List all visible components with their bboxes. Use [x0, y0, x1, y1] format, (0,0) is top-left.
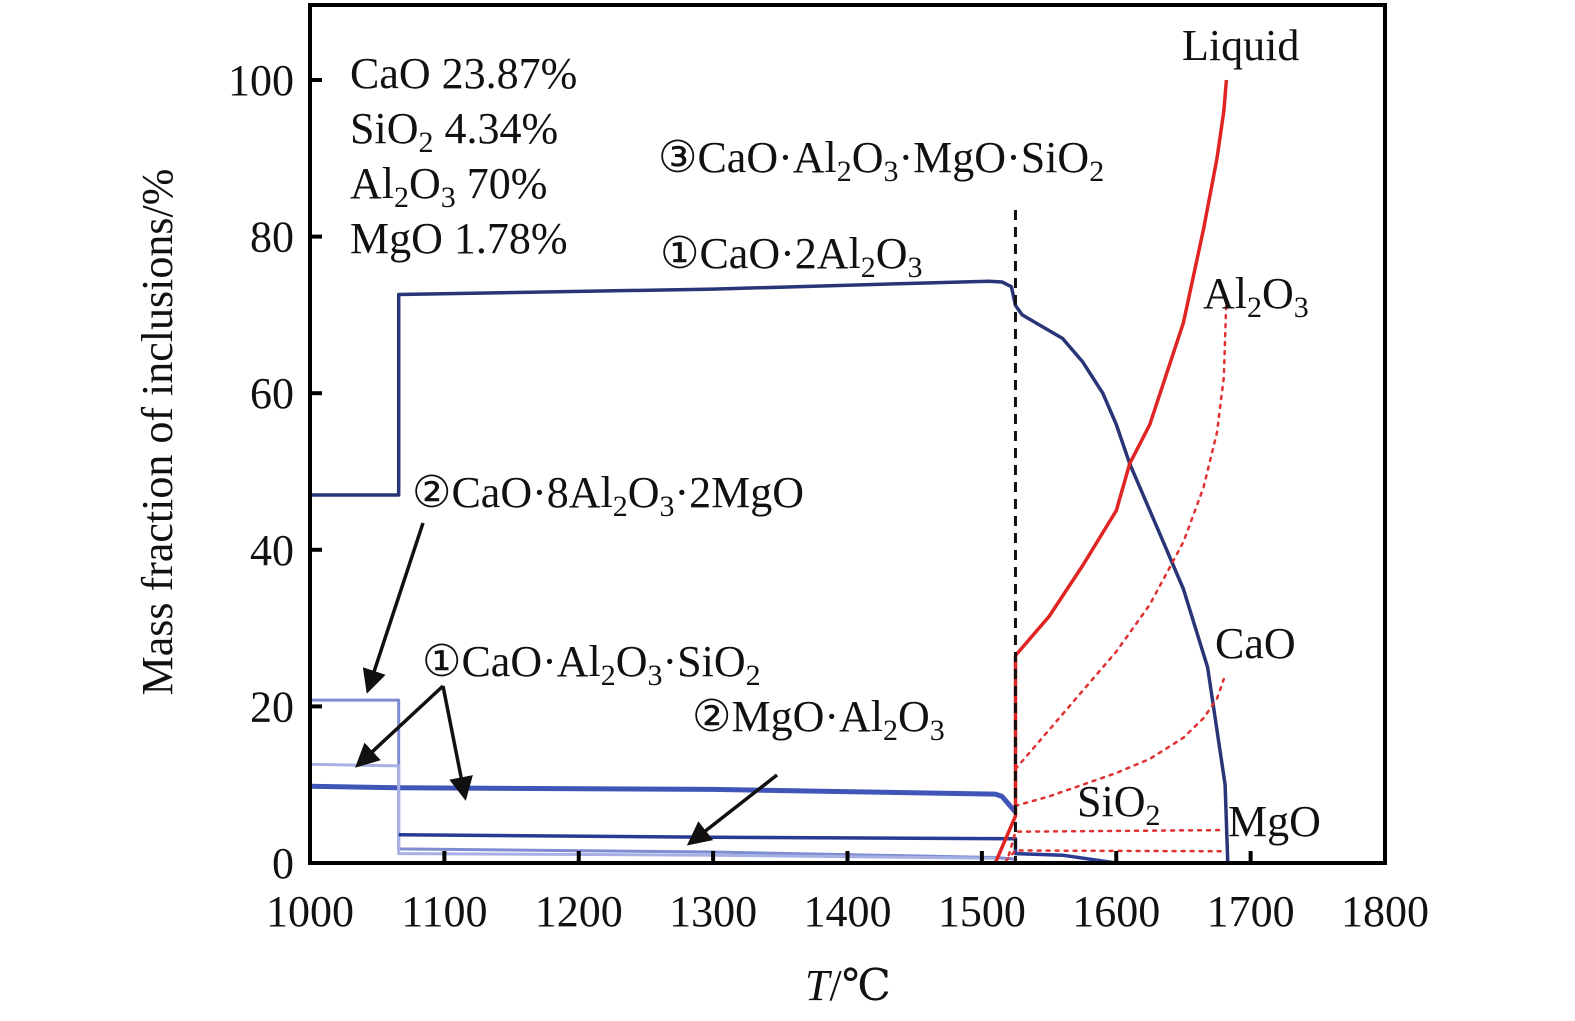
x-tick-label: 1500 — [938, 887, 1026, 936]
x-tick-label: 1300 — [669, 887, 757, 936]
x-axis-title: T/℃ — [805, 961, 891, 1010]
label-liquid: Liquid — [1182, 21, 1299, 70]
composition-line: Al2O3 70% — [350, 159, 547, 214]
label-ma-phase: ②MgO·Al2O3 — [692, 692, 945, 747]
series-mgo — [1004, 849, 1226, 862]
composition-line: MgO 1.78% — [350, 214, 568, 263]
annotation-arrow — [355, 684, 445, 768]
y-tick-label: 20 — [250, 682, 294, 731]
x-tick-label: 1600 — [1072, 887, 1160, 936]
annotation-arrow — [686, 773, 779, 846]
label-ca2-phase: ①CaO·2Al2O3 — [660, 229, 923, 284]
x-tick-label: 1800 — [1341, 887, 1429, 936]
x-axis-title-italic: T — [805, 961, 833, 1010]
x-tick-label: 1100 — [401, 887, 487, 936]
label-liquid-sio2: SiO2 — [1077, 777, 1160, 832]
label-layer: CaO 23.87% SiO2 4.34%Al2O3 70%MgO 1.78% Li… — [350, 21, 1321, 846]
y-tick-label: 100 — [228, 56, 294, 105]
y-axis-title: Mass fraction of inclusions/% — [133, 169, 182, 696]
x-axis-title-unit: /℃ — [830, 961, 891, 1010]
x-tick-label: 1400 — [804, 887, 892, 936]
series-cas — [310, 783, 1018, 814]
label-cas-phase: ①CaO·Al2O3·SiO2 — [422, 637, 761, 692]
tick-layer: 1000 1100 1200 1300 1400 1500 1600 1700 1800 0 20 4… — [228, 56, 1429, 936]
series-ca2 — [310, 279, 1230, 863]
annotation-arrow — [441, 685, 473, 801]
y-tick-label: 60 — [250, 369, 294, 418]
x-tick-label: 1000 — [266, 887, 354, 936]
x-tick-label: 1700 — [1207, 887, 1295, 936]
composition-line: CaO 23.87% — [350, 49, 577, 98]
label-liquid-mgo: MgO — [1228, 797, 1321, 846]
label-c8a2m-phase: ②CaO·8Al2O3·2MgO — [412, 468, 804, 523]
annotation-arrow — [362, 522, 425, 694]
y-tick-label: 0 — [272, 839, 294, 888]
label-liquid-al2o3: Al2O3 — [1203, 269, 1309, 324]
label-liquid-cao: CaO — [1215, 619, 1296, 668]
y-tick-label: 40 — [250, 526, 294, 575]
x-tick-label: 1200 — [535, 887, 623, 936]
arrow-layer — [355, 522, 779, 846]
series-sio2 — [1007, 828, 1226, 857]
series-al2o3 — [1014, 297, 1228, 771]
series-ma_low — [310, 762, 996, 860]
y-tick-label: 80 — [250, 213, 294, 262]
label-c3-phase: ③CaO·Al2O3·MgO·SiO2 — [658, 133, 1104, 188]
composition-line: SiO2 4.34% — [350, 104, 558, 159]
series-cao — [1014, 677, 1226, 808]
